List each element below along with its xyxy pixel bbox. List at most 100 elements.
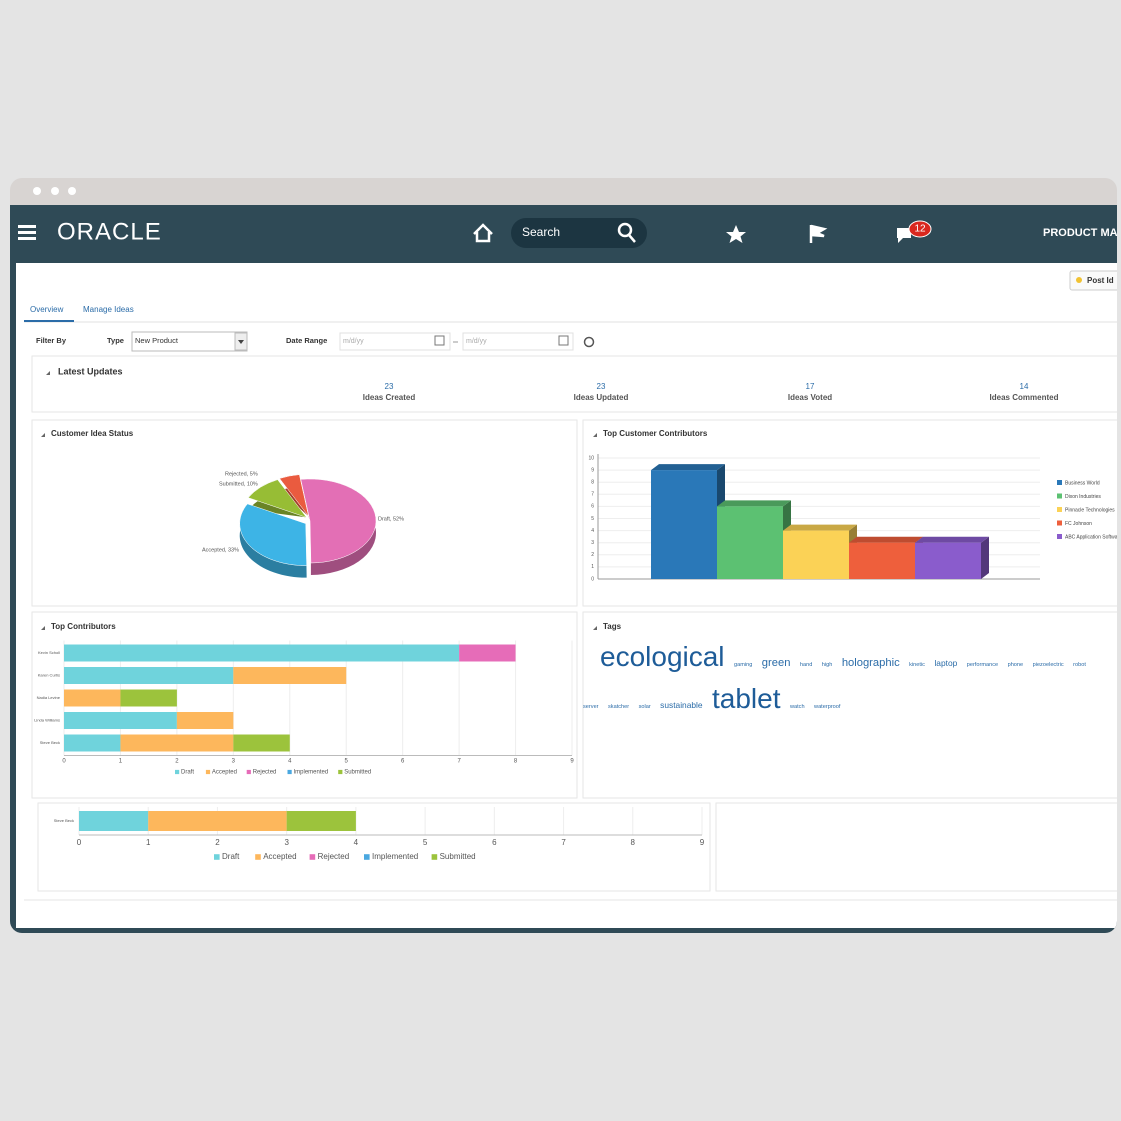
bar-segment — [233, 734, 290, 752]
collapse-icon[interactable] — [41, 626, 45, 630]
bar-segment — [64, 667, 234, 684]
tab[interactable]: Manage Ideas — [83, 305, 134, 314]
tag-cloud: ecological gaming green hand high hologr… — [583, 640, 1103, 724]
bar-top — [849, 536, 923, 543]
date-placeholder: m/d/yy — [343, 338, 364, 345]
date-label: Date Range — [286, 336, 327, 345]
reset-icon[interactable] — [583, 336, 595, 348]
tag[interactable]: ecological — [600, 641, 725, 672]
type-label: Type — [107, 336, 124, 345]
panel — [715, 802, 1117, 892]
tag[interactable]: kinetic — [909, 662, 925, 668]
bar-segment — [64, 689, 121, 707]
x-tick-label: 9 — [700, 838, 705, 847]
favorites-icon[interactable] — [726, 225, 746, 243]
collapse-icon[interactable] — [593, 626, 597, 630]
tag[interactable]: robot — [1073, 662, 1086, 668]
x-tick-label: 9 — [570, 759, 574, 765]
window-dot — [68, 187, 76, 195]
collapse-icon[interactable] — [46, 371, 50, 375]
bar-segment — [64, 734, 121, 752]
tag[interactable]: waterproof — [814, 704, 841, 710]
search-placeholder: Search — [522, 225, 560, 239]
data-label: Draft, 52% — [378, 516, 404, 522]
y-tick-label: 9 — [591, 467, 594, 473]
tag[interactable]: laptop — [934, 658, 958, 668]
panel-title: Tags — [603, 622, 622, 631]
notifications-icon[interactable] — [897, 228, 911, 243]
notification-badge — [908, 220, 932, 238]
y-tick-label: 3 — [591, 540, 594, 546]
bar — [915, 542, 981, 579]
type-value: New Product — [135, 336, 179, 345]
tag[interactable]: piezoelectric — [1032, 662, 1064, 668]
legend-swatch — [1057, 520, 1062, 526]
collapse-icon[interactable] — [593, 433, 597, 437]
x-tick-label: 6 — [401, 759, 405, 765]
window-dot — [33, 187, 41, 195]
calendar-icon[interactable] — [558, 335, 569, 346]
tag[interactable]: performance — [966, 662, 999, 668]
bar-segment — [233, 667, 347, 684]
tag[interactable]: server — [583, 704, 599, 710]
tag[interactable]: phone — [1007, 662, 1024, 668]
tag[interactable]: solar — [638, 704, 651, 710]
legend-swatch — [309, 854, 316, 860]
menu-icon[interactable] — [18, 225, 36, 240]
legend-swatch — [255, 854, 261, 860]
x-tick-label: 8 — [631, 838, 636, 847]
y-tick-label: Steve Beck — [40, 740, 60, 745]
bar-segment — [459, 644, 516, 662]
x-tick-label: 5 — [345, 759, 349, 765]
x-tick-label: 2 — [215, 838, 220, 847]
legend-swatch — [1057, 480, 1062, 485]
post-idea-label: Post Id — [1087, 276, 1114, 285]
y-tick-label: 2 — [591, 552, 594, 558]
tag[interactable]: gaming — [733, 662, 753, 668]
tag[interactable]: green — [761, 657, 791, 669]
search-icon[interactable] — [617, 222, 636, 243]
filter-label: Filter By — [36, 336, 67, 345]
stat-label: Ideas Commented — [990, 393, 1059, 402]
data-label: Accepted, 33% — [202, 547, 239, 553]
date-placeholder: m/d/yy — [466, 338, 487, 345]
stat-value: 14 — [1020, 382, 1029, 391]
post-idea-button[interactable] — [1069, 270, 1121, 291]
bar-top — [915, 536, 989, 543]
tag[interactable]: hand — [799, 662, 813, 668]
pie-side — [239, 503, 307, 578]
x-tick-label: 0 — [77, 838, 82, 847]
bar-top — [651, 464, 725, 471]
stat-value: 23 — [385, 382, 394, 391]
y-tick-label: Nadia Levine — [37, 695, 61, 700]
collapse-icon[interactable] — [41, 433, 45, 437]
calendar-icon[interactable] — [434, 335, 445, 346]
tag[interactable]: high — [821, 662, 833, 668]
x-tick-label: 3 — [232, 759, 236, 765]
tag[interactable]: sustainable — [660, 700, 703, 710]
legend-swatch — [1057, 534, 1062, 539]
x-tick-label: 4 — [354, 838, 359, 847]
bar — [783, 530, 849, 579]
legend-label: Draft — [222, 852, 240, 861]
tag[interactable]: tablet — [712, 683, 781, 714]
date-to[interactable] — [462, 332, 574, 351]
user-menu[interactable]: PRODUCT MA — [1043, 227, 1118, 239]
tag[interactable]: watch — [789, 704, 805, 710]
y-tick-label: 0 — [591, 576, 594, 582]
flag-icon[interactable] — [809, 224, 828, 243]
panel — [31, 419, 578, 607]
date-from[interactable] — [339, 332, 451, 351]
tab[interactable]: Overview — [30, 305, 64, 314]
arrow-glyph — [238, 340, 244, 344]
tag[interactable]: skatcher — [608, 704, 630, 710]
legend-label: Dixon Industries — [1065, 494, 1101, 500]
tag[interactable]: holographic — [841, 657, 900, 669]
bar-segment — [120, 734, 234, 752]
legend-swatch — [175, 769, 180, 775]
bar-segment — [176, 712, 234, 729]
home-icon[interactable] — [473, 223, 493, 243]
search-box[interactable] — [511, 218, 647, 248]
stat-value: 23 — [597, 382, 606, 391]
